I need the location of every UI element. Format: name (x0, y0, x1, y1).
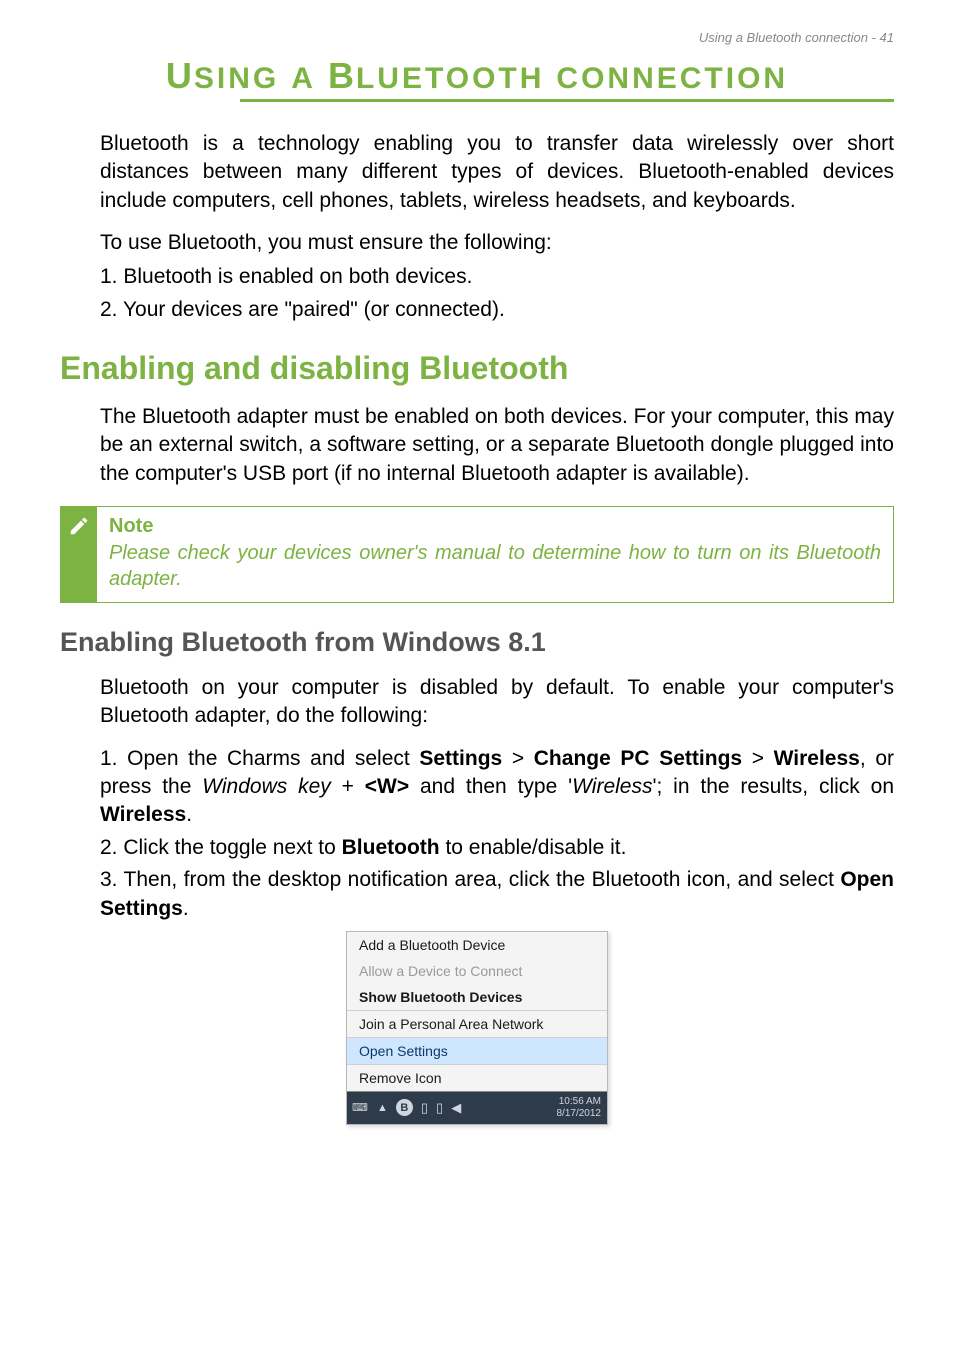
note-icon-col (61, 507, 97, 602)
li1-a: 1. Open the Charms and select (100, 747, 419, 770)
pencil-icon (68, 515, 90, 537)
bt-context-menu: Add a Bluetooth Device Allow a Device to… (346, 931, 608, 1125)
running-head: Using a Bluetooth connection - 41 (60, 30, 894, 45)
note-text: Please check your devices owner's manual… (109, 540, 881, 592)
bt-menu-allow: Allow a Device to Connect (347, 958, 607, 984)
section2-p1: Bluetooth on your computer is disabled b… (100, 674, 894, 731)
li1-wireless2: Wireless (572, 775, 652, 798)
tray-chevron-icon[interactable]: ▲ (377, 1102, 388, 1114)
page-title: USING A BLUETOOTH CONNECTION (60, 55, 894, 97)
section1-p1: The Bluetooth adapter must be enabled on… (100, 403, 894, 488)
li1-wireless3: Wireless (100, 803, 186, 826)
li1-settings: Settings (419, 747, 502, 770)
bt-menu-open-settings[interactable]: Open Settings (347, 1038, 607, 1064)
section2-li1: 1. Open the Charms and select Settings >… (100, 745, 894, 830)
intro-p2: To use Bluetooth, you must ensure the fo… (100, 229, 894, 257)
section1-heading: Enabling and disabling Bluetooth (60, 350, 894, 387)
bluetooth-menu-screenshot: Add a Bluetooth Device Allow a Device to… (60, 931, 894, 1125)
title-w1-first: U (166, 55, 194, 96)
intro-li1: 1. Bluetooth is enabled on both devices. (100, 263, 894, 291)
li1-w: <W> (365, 775, 409, 798)
li1-plus: + (331, 775, 365, 798)
li1-c: and then type ' (409, 775, 572, 798)
section2-li2: 2. Click the toggle next to Bluetooth to… (100, 834, 894, 862)
bt-menu-show[interactable]: Show Bluetooth Devices (347, 984, 607, 1010)
section2-li3: 3. Then, from the desktop notification a… (100, 866, 894, 923)
clock-date: 8/17/2012 (557, 1108, 602, 1120)
li1-change: Change PC Settings (534, 747, 742, 770)
system-tray: ▲ B ▯ ▯ ◀ 10:56 AM 8/17/2012 (377, 1096, 607, 1119)
li1-wireless: Wireless (774, 747, 860, 770)
title-w3-first: B (328, 55, 356, 96)
bt-menu-remove[interactable]: Remove Icon (347, 1065, 607, 1091)
li3-a: 3. Then, from the desktop notification a… (100, 868, 840, 891)
li3-b: . (183, 897, 189, 920)
note-box: Note Please check your devices owner's m… (60, 506, 894, 603)
li2-b: to enable/disable it. (440, 836, 627, 859)
title-w1-rest: SING (194, 62, 279, 95)
bt-menu-join[interactable]: Join a Personal Area Network (347, 1011, 607, 1037)
li1-d: '; in the results, click on (652, 775, 894, 798)
keyboard-icon[interactable]: ⌨ (349, 1098, 371, 1118)
clock-time: 10:56 AM (557, 1096, 602, 1108)
bluetooth-tray-icon[interactable]: B (396, 1099, 413, 1116)
intro-li2: 2. Your devices are "paired" (or connect… (100, 296, 894, 324)
taskbar-clock[interactable]: 10:56 AM 8/17/2012 (557, 1096, 602, 1119)
li2-a: 2. Click the toggle next to (100, 836, 342, 859)
li2-bt: Bluetooth (342, 836, 440, 859)
li1-winkey: Windows key (202, 775, 331, 798)
section2-heading: Enabling Bluetooth from Windows 8.1 (60, 627, 894, 658)
title-w2: A (291, 62, 316, 95)
title-w4: CONNECTION (556, 62, 788, 95)
li1-e: . (186, 803, 192, 826)
note-title: Note (109, 515, 881, 538)
sound-tray-icon[interactable]: ◀ (451, 1100, 461, 1116)
intro-p1: Bluetooth is a technology enabling you t… (100, 130, 894, 215)
taskbar: ⌨ ▲ B ▯ ▯ ◀ 10:56 AM 8/17/2012 (347, 1091, 607, 1124)
bt-menu-add[interactable]: Add a Bluetooth Device (347, 932, 607, 958)
li1-gt1: > (502, 747, 534, 770)
li1-gt2: > (742, 747, 774, 770)
title-underline (240, 99, 894, 102)
network-tray-icon[interactable]: ▯ (421, 1100, 428, 1116)
title-w3-rest: LUETOOTH (356, 62, 544, 95)
battery-tray-icon[interactable]: ▯ (436, 1100, 443, 1116)
